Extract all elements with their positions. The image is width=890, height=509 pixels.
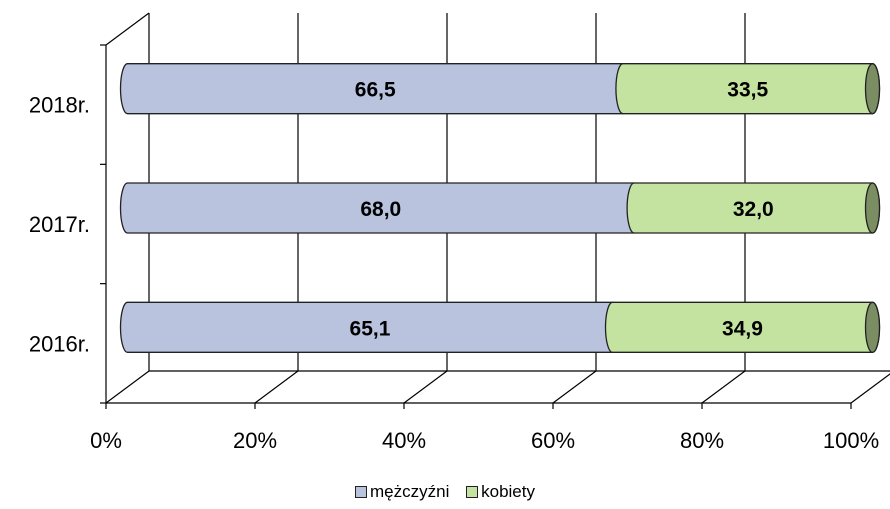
- legend-item-mezczyzni: mężczyźni: [355, 482, 449, 502]
- floor-gridline: [254, 370, 299, 404]
- floor-gridline: [403, 370, 448, 404]
- bar-end-cap: [864, 63, 881, 115]
- floor-gridline: [701, 370, 746, 404]
- x-tick-label: 100%: [823, 428, 879, 453]
- y-axis-top-edge: [105, 12, 150, 46]
- data-label: 65,1: [350, 317, 391, 340]
- legend: mężczyźni kobiety: [0, 482, 890, 502]
- chart-labels: 2018r. 66,5 33,5 2017r. 68,0 32,0 2016r. 65,1 34…: [29, 79, 774, 357]
- x-tick-label: 80%: [680, 428, 724, 453]
- legend-label-kobiety: kobiety: [481, 482, 535, 501]
- floor-gridline: [105, 370, 150, 404]
- category-label: 2018r.: [29, 93, 90, 118]
- chart-axes: 0% 20% 40% 60% 80% 100%: [90, 12, 890, 453]
- data-label: 32,0: [733, 198, 774, 221]
- legend-label-mezczyzni: mężczyźni: [370, 482, 450, 501]
- x-tick-label: 0%: [90, 428, 122, 453]
- bar-end-cap: [864, 301, 881, 353]
- data-label: 68,0: [360, 198, 401, 221]
- legend-item-kobiety: kobiety: [466, 482, 535, 502]
- data-label: 33,5: [727, 79, 768, 102]
- bar-end-cap: [864, 182, 881, 234]
- x-tick-label: 40%: [382, 428, 426, 453]
- category-label: 2016r.: [29, 331, 90, 356]
- chart-bars: [119, 63, 881, 353]
- data-label: 66,5: [355, 79, 396, 102]
- legend-swatch-mezczyzni: [355, 486, 368, 498]
- floor-gridline: [552, 370, 597, 404]
- legend-swatch-kobiety: [466, 486, 479, 498]
- x-tick-label: 60%: [531, 428, 575, 453]
- category-label: 2017r.: [29, 212, 90, 237]
- data-label: 34,9: [722, 317, 763, 340]
- x-tick-label: 20%: [233, 428, 277, 453]
- floor-gridline: [850, 373, 890, 404]
